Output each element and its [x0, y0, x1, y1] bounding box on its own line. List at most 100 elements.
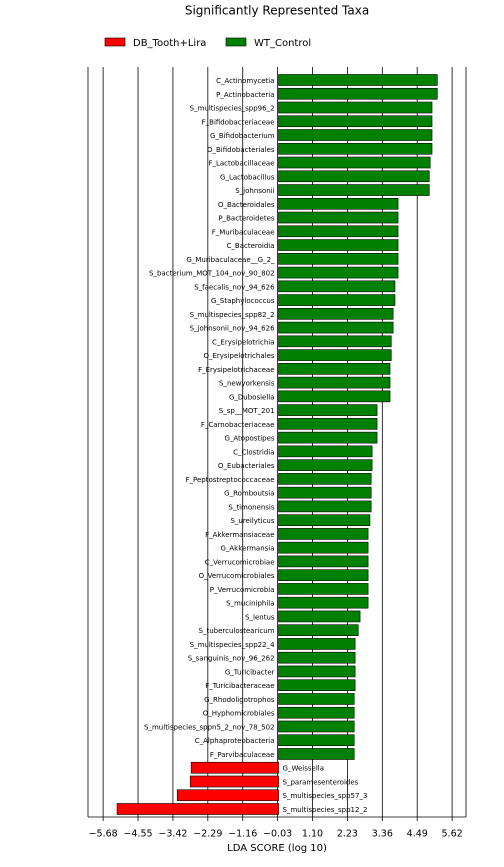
category-label: F_Muribaculaceae — [212, 228, 275, 236]
category-label: C_Actinomycetia — [216, 77, 274, 85]
category-label: S_muciniphila — [226, 600, 274, 608]
category-label: F_Turicibacteraceae — [205, 682, 274, 690]
category-label: S_multispecies_spp82_2 — [190, 311, 275, 319]
bar — [278, 266, 399, 279]
category-label: S_multispecies_sppn5_2_nov_78_502 — [144, 723, 274, 731]
x-tick-label: −4.55 — [123, 829, 152, 840]
bar — [278, 541, 369, 554]
bar — [116, 803, 279, 815]
category-label: G_Staphylococcus — [211, 297, 275, 305]
category-label: G_Rhodoligotrophos — [204, 696, 275, 704]
bar — [278, 431, 378, 444]
category-label: O_Bifidobacteriales — [207, 146, 275, 154]
chart-title: Significantly Represented Taxa — [185, 4, 369, 18]
category-label: S_multispecies_spp96_2 — [190, 105, 275, 113]
category-label: P_Verrucomicrobia — [210, 586, 275, 594]
category-label: S_johnsonii_nov_94_626 — [190, 325, 275, 333]
category-label: C_Clostridia — [233, 448, 274, 456]
bar — [278, 156, 431, 169]
category-label: G_Weissella — [283, 765, 324, 773]
category-label: O_Bacteroidales — [218, 201, 275, 209]
category-label: G_Bifidobacterium — [210, 132, 275, 140]
bar — [278, 706, 355, 719]
category-label: P_Bacteroidetes — [218, 215, 274, 223]
bar — [278, 129, 433, 141]
category-label: S_tuberculostearicum — [199, 627, 275, 635]
bar — [278, 418, 378, 430]
bar — [278, 693, 355, 705]
category-label: S_sp__MOT_201 — [219, 407, 275, 415]
bar — [278, 363, 391, 375]
legend-swatch — [104, 37, 126, 47]
bar — [278, 321, 394, 334]
bar — [278, 665, 356, 678]
bar — [278, 651, 356, 664]
category-label: G_Atopostipes — [224, 435, 274, 443]
category-label: S_bacterium_MOT_104_nov_90_802 — [149, 270, 274, 278]
bar — [278, 376, 391, 389]
bar — [278, 211, 399, 224]
bar — [278, 225, 399, 238]
bar — [278, 473, 372, 485]
bar — [278, 610, 361, 623]
bar — [278, 555, 369, 568]
bar — [278, 101, 433, 114]
category-label: S_timonensis — [228, 503, 275, 511]
category-label: C_Verrucomicrobiae — [205, 558, 275, 566]
bar — [278, 748, 355, 760]
category-label: G_Muribaculaceae__G_2_ — [186, 256, 275, 264]
x-tick-label: 2.23 — [337, 829, 358, 840]
category-label: F_Carnobacteriaceae — [201, 421, 275, 429]
category-label: F_Peptostreptococcaceae — [185, 476, 274, 484]
bar — [278, 253, 399, 265]
category-label: F_Bifidobacteriaceae — [202, 118, 275, 126]
category-label: C_Erysipelotrichia — [212, 338, 275, 346]
category-label: C_Bacteroidia — [227, 242, 275, 250]
category-label: S_ureilyticus — [230, 517, 274, 525]
bar — [278, 197, 399, 210]
category-label: S_multispecies_spp22_4 — [190, 641, 275, 649]
bar — [278, 87, 438, 100]
bar — [278, 734, 355, 747]
category-label: F_Akkermansiaceae — [205, 531, 274, 539]
legend-swatch — [225, 37, 247, 47]
category-label: S_johnsonii — [235, 187, 274, 195]
bar — [278, 528, 369, 540]
category-label: S_multispecies_spp12_2 — [283, 806, 368, 814]
bar — [278, 335, 392, 348]
bar — [278, 679, 356, 692]
bar — [278, 583, 369, 595]
x-tick-label: 4.49 — [407, 829, 428, 840]
category-label: F_Lactobacillaceae — [208, 160, 274, 168]
bar — [278, 170, 430, 183]
category-label: O_Hyphomicrobiales — [203, 710, 275, 718]
bar — [278, 514, 371, 526]
bar — [278, 500, 372, 513]
bar — [278, 308, 394, 320]
category-label: S_multispecies_spp57_3 — [283, 792, 368, 800]
x-tick-label: −3.42 — [158, 829, 187, 840]
bar — [278, 638, 356, 650]
x-tick-label: 3.36 — [372, 829, 393, 840]
x-tick-label: −1.16 — [228, 829, 257, 840]
bar — [278, 280, 396, 293]
category-label: F_Parvibaculaceae — [210, 751, 275, 759]
legend-label: DB_Tooth+Lira — [133, 38, 206, 49]
bar — [278, 459, 373, 471]
category-label: O_Eubacteriales — [218, 462, 275, 470]
category-label: O_Erysipelotrichales — [203, 352, 274, 360]
bar — [278, 74, 438, 86]
category-label: S_lentus — [245, 613, 275, 621]
category-label: S_newyorkensis — [219, 380, 275, 388]
x-tick-label: 1.10 — [302, 829, 323, 840]
legend-label: WT_Control — [254, 38, 311, 49]
bar — [278, 294, 396, 306]
bar — [278, 184, 430, 196]
category-label: S_paramesenteroides — [283, 778, 359, 786]
bar — [176, 789, 279, 802]
bar — [278, 404, 378, 416]
bar — [278, 720, 355, 733]
category-label: G_Turicibacter — [225, 668, 275, 676]
